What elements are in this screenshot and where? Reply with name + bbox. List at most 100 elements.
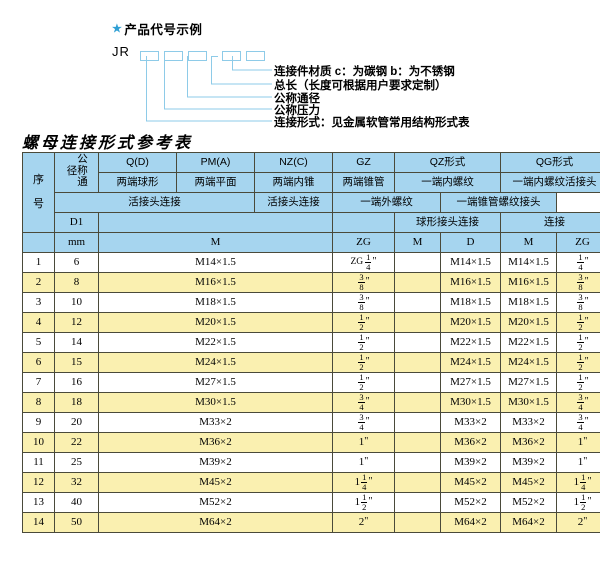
header-desc-pma: 两端平面: [176, 172, 255, 193]
cell-thread-m: M52×2: [98, 492, 333, 513]
cell-qz-m: [394, 432, 441, 453]
cell-seq: 2: [22, 272, 55, 293]
table-row: 12 32 M45×2 1 1 4 " M45×2 M45×2 1 1 4 ": [22, 472, 600, 493]
cell-gz-zg: 1 2 ": [332, 372, 395, 393]
cell-qz-m: [394, 312, 441, 333]
cell-qz-m: [394, 272, 441, 293]
cell-thread-m: M36×2: [98, 432, 333, 453]
cell-qg-m: M14×1.5: [500, 252, 557, 273]
cell-qz-d: M16×1.5: [440, 272, 501, 293]
cell-thread-m: M18×1.5: [98, 292, 333, 313]
cell-qz-d: M45×2: [440, 472, 501, 493]
table-row: 1 6 M14×1.5 ZG 1 4 " M14×1.5 M14×1.5 1 4 ": [22, 252, 600, 273]
cell-gz-zg: ZG 1 4 ": [332, 252, 395, 273]
cell-qz-m: [394, 472, 441, 493]
header-desc2-qz: 一端外螺纹: [332, 192, 441, 213]
cell-thread-m: M14×1.5: [98, 252, 333, 273]
cell-bore: 12: [54, 312, 99, 333]
diagram-title: ★ 产品代号示例: [112, 19, 202, 38]
cell-qz-m: [394, 492, 441, 513]
cell-bore: 16: [54, 372, 99, 393]
cell-seq: 5: [22, 332, 55, 353]
leader-lines: [146, 56, 272, 122]
cell-qz-m: [394, 392, 441, 413]
cell-qg-m: M27×1.5: [500, 372, 557, 393]
cell-qz-d: M36×2: [440, 432, 501, 453]
cell-qg-m: M36×2: [500, 432, 557, 453]
cell-qg-zg: 1 ": [556, 432, 600, 453]
cell-seq: 4: [22, 312, 55, 333]
cell-thread-m: M20×1.5: [98, 312, 333, 333]
code-box-4: [222, 51, 241, 62]
cell-gz-zg: 1 1 4 ": [332, 472, 395, 493]
cell-qz-d: M20×1.5: [440, 312, 501, 333]
cell-qg-zg: 1 2 ": [556, 372, 600, 393]
cell-seq: 8: [22, 392, 55, 413]
cell-bore: 20: [54, 412, 99, 433]
cell-thread-m: M24×1.5: [98, 352, 333, 373]
cell-gz-zg: 3 4 ": [332, 412, 395, 433]
header-code-nzc: NZ(C): [254, 152, 333, 173]
callout-connection-type: 连接形式：见金属软管常用结构形式表: [274, 117, 470, 129]
cell-qg-m: M22×1.5: [500, 332, 557, 353]
cell-qz-m: [394, 412, 441, 433]
cell-thread-m: M16×1.5: [98, 272, 333, 293]
table-row: 2 8 M16×1.5 3 8 " M16×1.5 M16×1.5 3 8 ": [22, 272, 600, 293]
table-row: 4 12 M20×1.5 1 2 " M20×1.5 M20×1.5 1 2 ": [22, 312, 600, 333]
cell-qg-zg: 1 4 ": [556, 252, 600, 273]
cell-bore: 22: [54, 432, 99, 453]
cell-qz-d: M22×1.5: [440, 332, 501, 353]
callout-total-length: 总长（长度可根据用户要求定制）: [274, 80, 447, 92]
cell-qg-zg: 1 1 2 ": [556, 492, 600, 513]
code-dash-icon: [211, 55, 218, 57]
cell-bore: 40: [54, 492, 99, 513]
header-unit-seq: [22, 232, 55, 253]
table-row: 8 18 M30×1.5 3 4 " M30×1.5 M30×1.5 3 4 ": [22, 392, 600, 413]
code-box-row: [140, 47, 270, 62]
header-desc-gz: 两端锥管: [332, 172, 395, 193]
cell-qz-m: [394, 452, 441, 473]
code-prefix: JR: [112, 44, 130, 59]
header-row-desc2: 活接头连接 活接头连接 一端外螺纹 一端锥管螺纹接头: [23, 192, 600, 213]
cell-qz-m: [394, 292, 441, 313]
cell-bore: 8: [54, 272, 99, 293]
header-unit-d-qz: D: [440, 232, 501, 253]
header-bore-label: 公称通径: [65, 153, 89, 188]
cell-thread-m: M30×1.5: [98, 392, 333, 413]
callout-material: 连接件材质 c：为碳钢 b：为不锈钢: [274, 66, 455, 78]
header-unit-mm: mm: [54, 232, 99, 253]
cell-qg-m: M52×2: [500, 492, 557, 513]
cell-qz-m: [394, 372, 441, 393]
header-code-gz: GZ: [332, 152, 395, 173]
cell-qg-m: M30×1.5: [500, 392, 557, 413]
cell-bore: 25: [54, 452, 99, 473]
header-desc-qg: 一端内螺纹活接头: [500, 172, 600, 193]
table-body: 1 6 M14×1.5 ZG 1 4 " M14×1.5 M14×1.5 1 4 " 2 8 M16×1.5…: [22, 252, 600, 533]
cell-qg-m: M33×2: [500, 412, 557, 433]
cell-bore: 15: [54, 352, 99, 373]
table-title: 螺母连接形式参考表: [22, 135, 194, 152]
cell-seq: 14: [22, 512, 55, 533]
header-desc2-gz: 活接头连接: [254, 192, 333, 213]
cell-qg-m: M18×1.5: [500, 292, 557, 313]
cell-qz-d: M33×2: [440, 412, 501, 433]
cell-qg-m: M39×2: [500, 452, 557, 473]
cell-seq: 1: [22, 252, 55, 273]
cell-gz-zg: 1 2 ": [332, 352, 395, 373]
callout-nominal-bore: 公称通径: [274, 93, 320, 105]
cell-qg-zg: 3 4 ": [556, 412, 600, 433]
table-row: 13 40 M52×2 1 1 2 " M52×2 M52×2 1 1 2 ": [22, 492, 600, 513]
header-desc-qz: 一端内螺纹: [394, 172, 501, 193]
table-row: 3 10 M18×1.5 3 8 " M18×1.5 M18×1.5 3 8 ": [22, 292, 600, 313]
cell-qz-d: M18×1.5: [440, 292, 501, 313]
cell-qg-m: M64×2: [500, 512, 557, 533]
code-box-5: [246, 51, 265, 62]
cell-thread-m: M22×1.5: [98, 332, 333, 353]
header-row-codes: 序号 公称通径 Q(D) PM(A) NZ(C) GZ QZ形式 QG形式: [22, 152, 600, 233]
cell-bore: 10: [54, 292, 99, 313]
cell-gz-zg: 3 8 ": [332, 292, 395, 313]
cell-seq: 3: [22, 292, 55, 313]
cell-qz-m: [394, 332, 441, 353]
cell-thread-m: M39×2: [98, 452, 333, 473]
header-blank-left: [98, 212, 333, 233]
